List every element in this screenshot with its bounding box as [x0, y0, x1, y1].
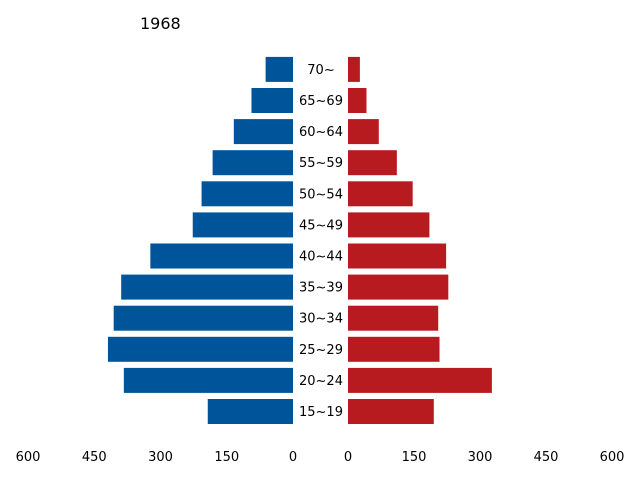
right-bar-15~19 — [348, 399, 434, 424]
left-bar-15~19 — [207, 399, 293, 424]
right-series-bars — [348, 56, 492, 424]
right-tick-label: 150 — [402, 450, 427, 465]
left-bar-30~34 — [113, 305, 293, 331]
left-tick-label: 0 — [289, 450, 297, 465]
left-bar-65~69 — [251, 88, 293, 113]
age-group-label: 40~44 — [299, 250, 343, 265]
age-group-label: 30~34 — [299, 312, 343, 327]
age-group-label: 60~64 — [299, 125, 343, 140]
chart-title: 1968 — [140, 14, 181, 33]
age-group-label: 70~ — [307, 63, 334, 78]
age-group-label: 50~54 — [299, 187, 343, 202]
left-tick-label: 150 — [214, 450, 239, 465]
age-group-labels: 15~19 20~24 25~29 30~34 35~39 40~44 45~49 50~54… — [299, 63, 343, 420]
left-bar-25~29 — [107, 336, 293, 362]
left-bar-20~24 — [123, 367, 293, 393]
right-axis-ticks: 0 150 300 450 600 — [344, 450, 625, 465]
right-bar-20~24 — [348, 367, 492, 393]
right-bar-45~49 — [348, 212, 430, 238]
left-bar-50~54 — [201, 181, 293, 207]
age-group-label: 35~39 — [299, 281, 343, 296]
right-bar-25~29 — [348, 336, 440, 362]
left-series-bars — [107, 56, 293, 424]
age-group-label: 15~19 — [299, 405, 343, 420]
left-bar-45~49 — [192, 212, 293, 238]
right-tick-label: 450 — [534, 450, 559, 465]
left-bar-55~59 — [212, 150, 293, 176]
age-group-label: 25~29 — [299, 343, 343, 358]
age-group-label: 65~69 — [299, 94, 343, 109]
right-bar-55~59 — [348, 150, 397, 176]
right-tick-label: 600 — [600, 450, 625, 465]
age-group-label: 45~49 — [299, 218, 343, 233]
left-bar-40~44 — [150, 243, 293, 269]
left-tick-label: 450 — [82, 450, 107, 465]
right-tick-label: 300 — [468, 450, 493, 465]
right-bar-60~64 — [348, 119, 379, 145]
right-bar-70~ — [348, 56, 360, 82]
right-bar-30~34 — [348, 305, 439, 331]
age-group-label: 20~24 — [299, 374, 343, 389]
left-tick-label: 600 — [16, 450, 41, 465]
right-tick-label: 0 — [344, 450, 352, 465]
right-bar-50~54 — [348, 181, 413, 207]
left-bar-35~39 — [121, 274, 293, 300]
right-bar-65~69 — [348, 88, 367, 113]
left-bar-70~ — [265, 56, 293, 82]
age-group-label: 55~59 — [299, 156, 343, 171]
right-bar-40~44 — [348, 243, 447, 269]
right-bar-35~39 — [348, 274, 449, 300]
left-tick-label: 300 — [148, 450, 173, 465]
left-axis-ticks: 600 450 300 150 0 — [16, 450, 298, 465]
left-bar-60~64 — [233, 119, 293, 145]
